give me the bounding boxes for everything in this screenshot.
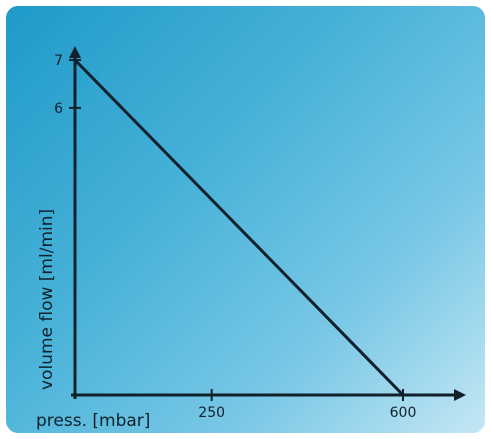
axes — [69, 46, 466, 401]
chart-panel: 6 7 250 600 press. [mbar] volume flow [ml/m… — [6, 6, 485, 433]
y-tick-label: 7 — [54, 53, 63, 69]
series — [73, 58, 405, 397]
x-axis-label: press. [mbar] — [36, 411, 150, 431]
y-axis-label: volume flow [ml/min] — [37, 209, 57, 390]
y-axis-arrowhead — [69, 46, 81, 58]
y-tick-label: 6 — [54, 101, 63, 117]
x-tick-label: 600 — [390, 405, 417, 421]
x-axis-arrowhead — [454, 389, 466, 401]
series-line — [73, 58, 405, 397]
line-chart: 6 7 250 600 press. [mbar] volume flow [ml/m… — [36, 46, 466, 431]
ticks: 6 7 250 600 — [54, 53, 416, 421]
x-tick-label: 250 — [198, 405, 225, 421]
